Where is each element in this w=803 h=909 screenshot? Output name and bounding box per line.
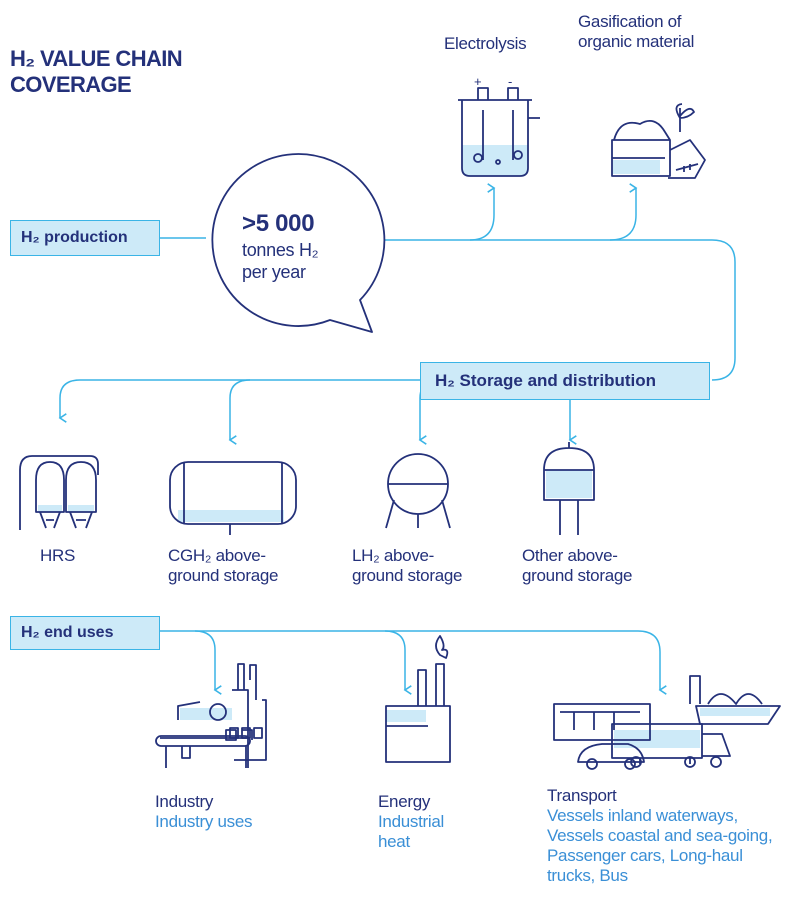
other-storage-icon <box>544 442 594 535</box>
electrode-sign: - <box>508 72 512 92</box>
storage-item: LH₂ above-ground storage <box>352 546 484 586</box>
storage-item: CGH₂ above-ground storage <box>168 546 300 586</box>
end-use-detail: Industrial heat <box>378 812 468 852</box>
lh2-icon <box>386 454 450 528</box>
end-use-name: Industry <box>155 792 213 812</box>
page: H₂ VALUE CHAIN COVERAGE H₂ production >5… <box>0 0 803 909</box>
production-amount: >5 000 <box>242 210 314 238</box>
production-unit: tonnes H₂ <box>242 240 318 260</box>
end-use-name: Transport <box>547 786 616 806</box>
energy-icon <box>386 636 450 762</box>
hrs-icon <box>20 456 98 530</box>
end-use-detail: Industry uses <box>155 812 295 832</box>
electrolysis-icon <box>458 88 540 176</box>
production-label: H₂ production <box>10 220 160 256</box>
industry-icon <box>156 664 266 768</box>
electrode-sign: + <box>474 72 481 92</box>
end-use-name: Energy <box>378 792 430 812</box>
end-uses-label: H₂ end uses <box>10 616 160 650</box>
production-period: per year <box>242 262 306 282</box>
storage-label: H₂ Storage and distribution <box>420 362 710 400</box>
cgh2-icon <box>170 462 296 535</box>
end-use-detail: Vessels inland waterways, Vessels coasta… <box>547 806 792 886</box>
method-label: Gasification of organic material <box>578 12 738 52</box>
transport-icon <box>554 676 780 769</box>
diagram-graphics <box>0 0 803 909</box>
title: H₂ VALUE CHAIN COVERAGE <box>10 46 230 98</box>
method-label: Electrolysis <box>444 34 526 54</box>
gasification-icon <box>612 104 705 178</box>
storage-item: Other above-ground storage <box>522 546 654 586</box>
connectors <box>60 188 735 690</box>
storage-item: HRS <box>40 546 75 566</box>
